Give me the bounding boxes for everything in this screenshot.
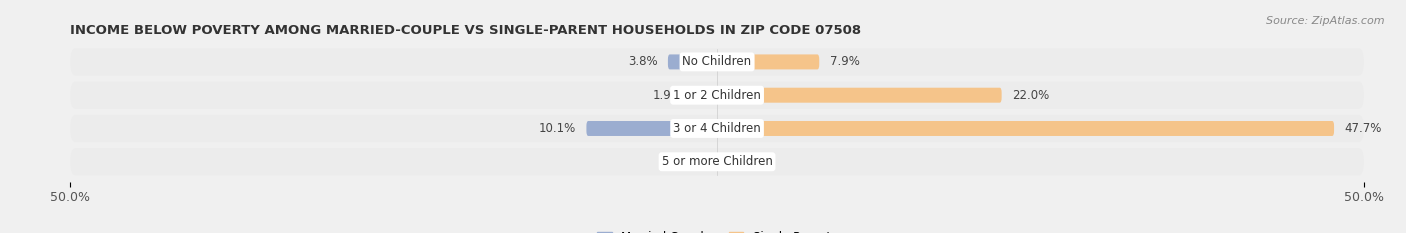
FancyBboxPatch shape xyxy=(586,121,717,136)
FancyBboxPatch shape xyxy=(70,48,1364,75)
FancyBboxPatch shape xyxy=(668,55,717,69)
Text: 1.9%: 1.9% xyxy=(652,89,682,102)
Text: 0.0%: 0.0% xyxy=(727,155,756,168)
Text: No Children: No Children xyxy=(682,55,752,69)
Text: INCOME BELOW POVERTY AMONG MARRIED-COUPLE VS SINGLE-PARENT HOUSEHOLDS IN ZIP COD: INCOME BELOW POVERTY AMONG MARRIED-COUPL… xyxy=(70,24,862,37)
FancyBboxPatch shape xyxy=(717,121,1334,136)
Text: 7.9%: 7.9% xyxy=(830,55,859,69)
FancyBboxPatch shape xyxy=(693,88,717,103)
FancyBboxPatch shape xyxy=(70,82,1364,109)
Text: 0.0%: 0.0% xyxy=(678,155,707,168)
Text: Source: ZipAtlas.com: Source: ZipAtlas.com xyxy=(1267,16,1385,26)
Text: 5 or more Children: 5 or more Children xyxy=(662,155,772,168)
FancyBboxPatch shape xyxy=(717,55,820,69)
FancyBboxPatch shape xyxy=(70,148,1364,175)
Legend: Married Couples, Single Parents: Married Couples, Single Parents xyxy=(593,226,841,233)
Text: 22.0%: 22.0% xyxy=(1012,89,1049,102)
Text: 1 or 2 Children: 1 or 2 Children xyxy=(673,89,761,102)
Text: 10.1%: 10.1% xyxy=(538,122,576,135)
FancyBboxPatch shape xyxy=(717,88,1001,103)
Text: 3 or 4 Children: 3 or 4 Children xyxy=(673,122,761,135)
FancyBboxPatch shape xyxy=(70,115,1364,142)
Text: 47.7%: 47.7% xyxy=(1344,122,1382,135)
Text: 3.8%: 3.8% xyxy=(628,55,658,69)
